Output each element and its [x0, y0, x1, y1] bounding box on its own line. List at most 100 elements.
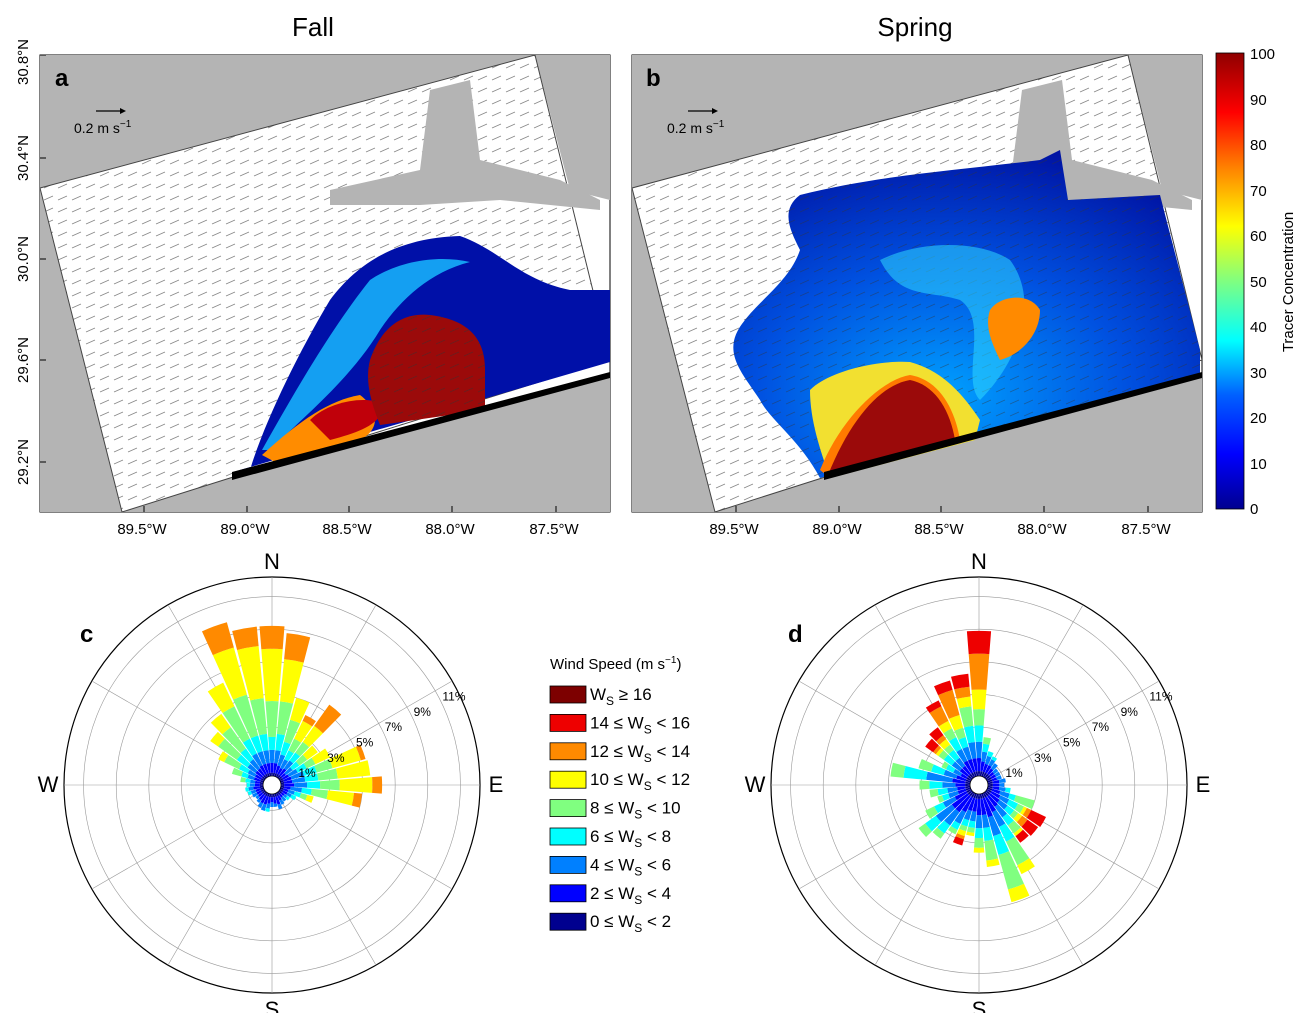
rose-wedge: [275, 773, 279, 778]
rose-wedge: [975, 793, 979, 799]
rose-wedge: [290, 786, 303, 793]
rose-wedge: [295, 741, 310, 757]
rose-wedge: [279, 799, 285, 805]
rose-wedge: [277, 754, 286, 767]
latitude-axis: 30.8°N 30.4°N 30.0°N 29.6°N 29.2°N: [15, 39, 46, 485]
rose-wedge: [284, 750, 294, 762]
rose-wedge: [1013, 812, 1023, 823]
rose-wedge: [991, 777, 998, 782]
rose-wedge: [991, 788, 1001, 795]
rose-direction-label: S: [972, 997, 987, 1013]
rose-wedge: [259, 625, 285, 650]
rose-wedge: [259, 781, 264, 785]
rose-wedge: [965, 781, 971, 785]
rose-wedge: [311, 748, 331, 765]
rose-wedge: [270, 762, 274, 773]
rose-wedge: [290, 761, 300, 771]
rose-wedge: [257, 768, 265, 777]
rose-wedge: [955, 757, 966, 769]
rose-wedge: [284, 633, 311, 663]
map-panel-spring: b 0.2 m s−1: [631, 54, 1203, 513]
rose-wedge: [247, 769, 257, 777]
legend-swatch: [549, 714, 587, 732]
rose-wedge: [967, 790, 973, 795]
rose-grid-spoke: [271, 784, 453, 890]
rose-wedge: [933, 745, 942, 755]
rose-wedge: [218, 751, 229, 763]
rose-wedge: [969, 811, 977, 822]
rose-wedge: [991, 756, 998, 762]
rose-wedge: [1006, 799, 1019, 810]
rose-wedge: [283, 794, 288, 799]
rose-wedge: [976, 758, 982, 772]
rose-wedge: [285, 795, 290, 801]
rose-wedge: [999, 783, 1005, 787]
rose-wedge: [980, 798, 987, 816]
panel-letter-d: d: [788, 621, 803, 648]
rose-wedge: [973, 847, 985, 853]
rose-wedge: [260, 787, 264, 791]
rose-wedge: [955, 794, 971, 813]
rose-wedge: [302, 745, 318, 760]
rose-wedge: [295, 754, 308, 766]
lat-tick-label: 29.6°N: [15, 337, 32, 383]
rose-wedge: [255, 794, 260, 800]
rose-wedge: [275, 792, 279, 797]
rose-wedge: [302, 765, 317, 777]
rose-wedge: [212, 647, 247, 700]
rose-wedge: [963, 809, 972, 821]
rose-wedge: [280, 779, 284, 783]
rose-wedge: [948, 737, 962, 753]
rose-wedge: [992, 786, 1000, 791]
rose-wedge: [266, 803, 271, 809]
lon-tick-label: 87.5°W: [1121, 521, 1171, 538]
rose-wedge: [951, 793, 970, 809]
rose-wedge: [941, 761, 949, 770]
rose-wedge: [938, 720, 952, 734]
rose-wedge: [998, 786, 1006, 792]
rose-wedge: [987, 783, 993, 787]
rose-wedge: [245, 778, 251, 783]
lon-tick-label: 89.0°W: [812, 521, 862, 538]
legend-swatch: [549, 742, 587, 761]
rose-wedge: [951, 673, 970, 690]
rose-wedge: [996, 775, 1002, 780]
rose-ring-label: 7%: [1092, 720, 1110, 734]
rose-wedge: [252, 753, 263, 767]
colorbar-tick-label: 70: [1250, 183, 1267, 200]
rose-wedge: [944, 808, 960, 826]
legend-swatch: [549, 770, 587, 789]
rose-direction-label: S: [265, 997, 280, 1013]
rose-wedge: [266, 773, 270, 777]
rose-wedge: [280, 759, 289, 770]
rose-wedge: [977, 771, 981, 777]
rose-wedge: [973, 709, 985, 726]
legend-label: 0 ≤ WS < 2: [590, 912, 671, 935]
rose-wedge: [1004, 805, 1015, 816]
rose-wedge: [955, 783, 966, 787]
rose-wedge: [952, 778, 966, 784]
rose-wedge: [971, 792, 976, 798]
rose-wedge: [934, 680, 953, 696]
rose-wedge: [279, 793, 283, 798]
spring-tracer-core-red: [828, 380, 955, 475]
rose-wedge: [232, 626, 259, 650]
rose-direction-label: E: [489, 772, 504, 797]
rose-wedge: [351, 792, 363, 808]
rose-wedge: [960, 773, 968, 780]
rose-wedge: [262, 776, 266, 780]
rose-wedge: [240, 748, 254, 763]
legend-label: 10 ≤ WS < 12: [590, 770, 690, 793]
lon-tick-label: 87.5°W: [529, 521, 579, 538]
rose-wedge: [968, 653, 990, 690]
rose-wedge: [981, 751, 988, 763]
rose-direction-label: W: [38, 772, 59, 797]
colorbar-label: Tracer Concentration: [1280, 212, 1297, 352]
rose-wedge: [280, 781, 285, 785]
rose-wedge: [259, 784, 264, 786]
lat-tick-2: 30.4°N: [15, 135, 46, 181]
rose-wedge: [929, 727, 944, 742]
panel-letter-c: c: [80, 621, 93, 648]
rose-wedge: [250, 779, 256, 784]
lon-tick-label: 88.5°W: [914, 521, 964, 538]
